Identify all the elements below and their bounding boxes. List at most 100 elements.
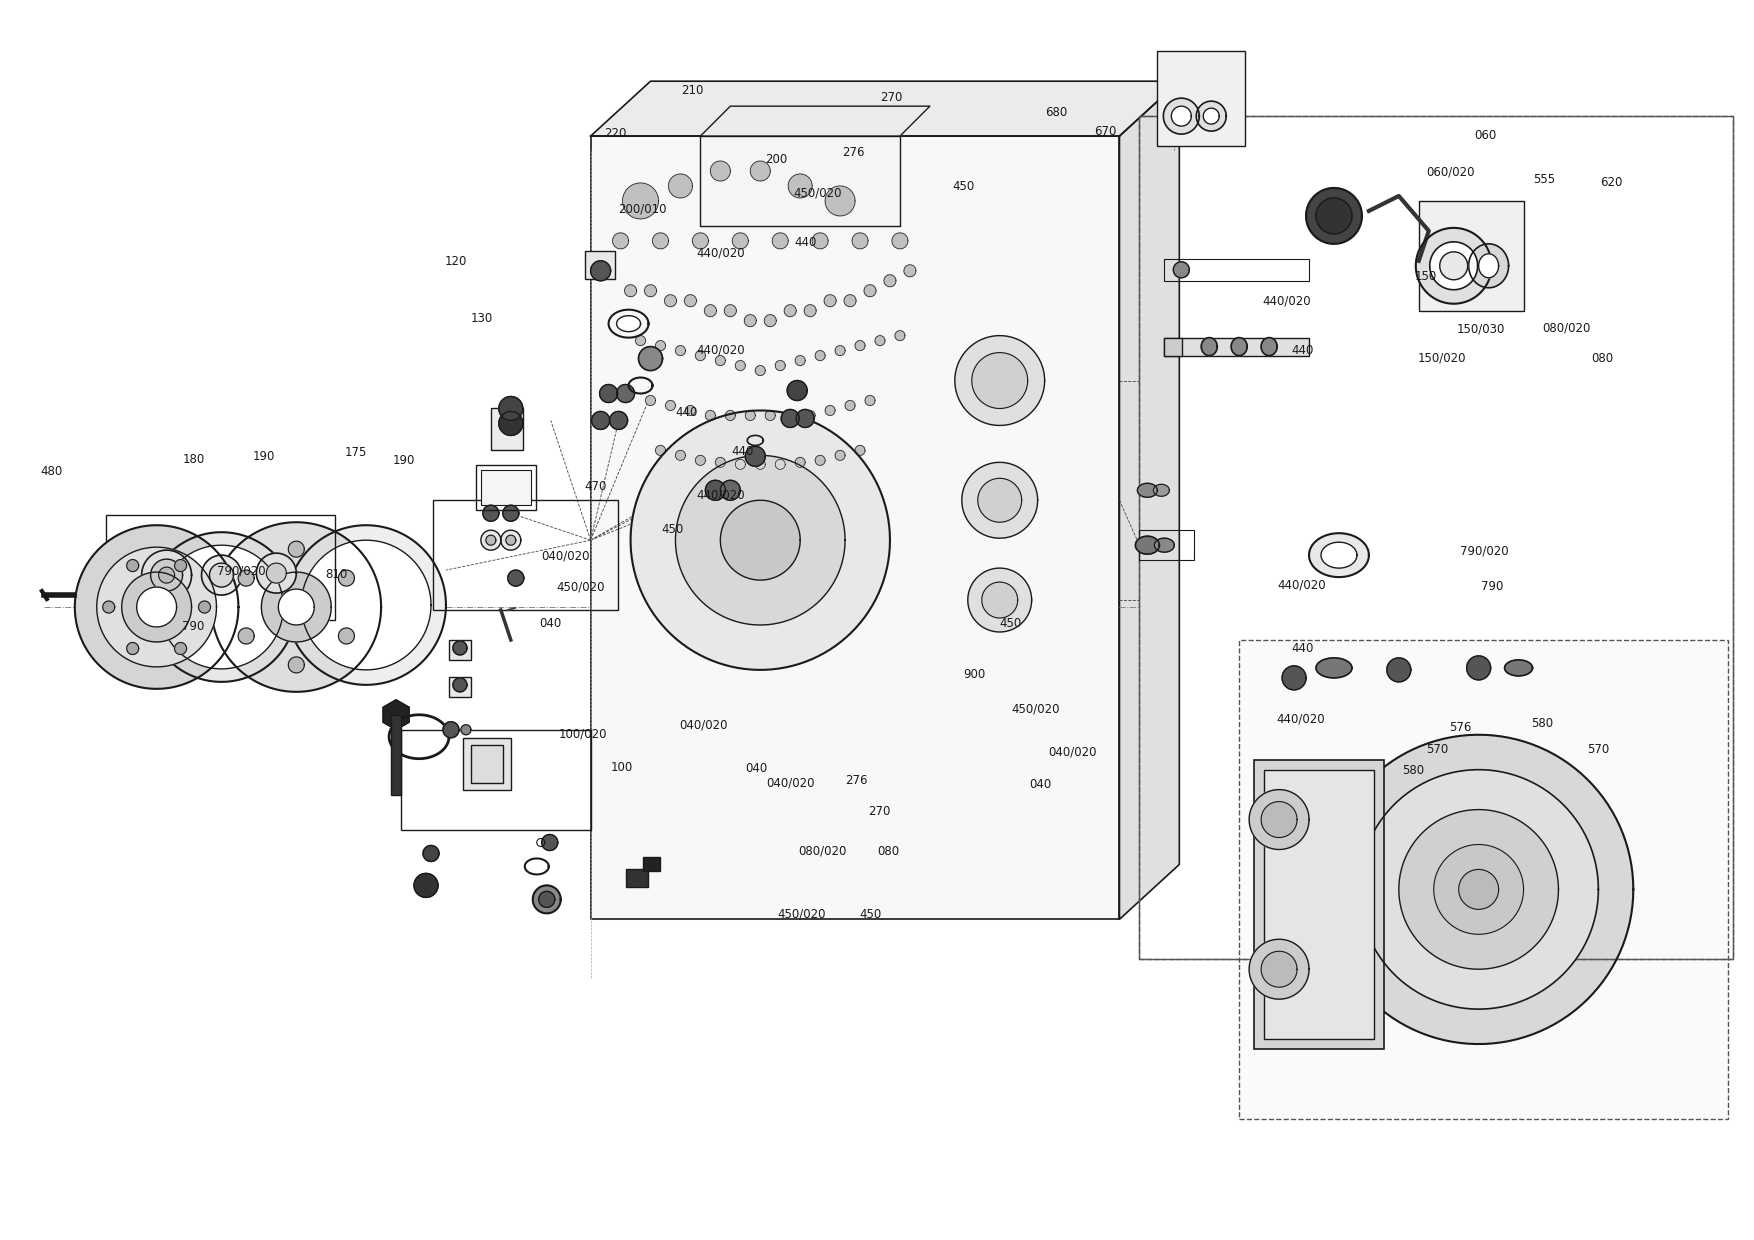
Text: 480: 480 [40,465,63,479]
Polygon shape [1137,484,1158,497]
Polygon shape [481,531,502,551]
Polygon shape [239,570,254,587]
Polygon shape [775,459,786,469]
Polygon shape [612,233,628,249]
Polygon shape [1173,262,1189,278]
Polygon shape [824,405,835,415]
Polygon shape [1316,658,1352,678]
Text: 440: 440 [1291,343,1314,357]
Polygon shape [1433,844,1524,934]
Polygon shape [816,455,824,465]
Bar [626,869,647,888]
Polygon shape [700,107,930,136]
Text: 450: 450 [859,908,882,921]
Polygon shape [710,161,730,181]
Polygon shape [286,526,446,684]
Polygon shape [644,285,656,296]
Bar [1419,201,1524,311]
Polygon shape [852,233,868,249]
Polygon shape [288,541,303,557]
Polygon shape [1466,656,1491,680]
Polygon shape [733,233,749,249]
Polygon shape [1249,790,1308,849]
Text: 080/020: 080/020 [798,844,847,858]
Polygon shape [482,505,498,521]
Polygon shape [744,315,756,326]
Polygon shape [591,412,610,429]
Polygon shape [735,459,745,469]
Polygon shape [126,642,139,655]
Text: 150/020: 150/020 [1417,351,1466,365]
Polygon shape [288,657,303,673]
Polygon shape [638,347,663,371]
Polygon shape [261,572,332,642]
Polygon shape [212,522,381,692]
Polygon shape [198,601,210,613]
Polygon shape [538,892,554,908]
Polygon shape [824,295,837,306]
Polygon shape [509,570,524,587]
Polygon shape [844,295,856,306]
Polygon shape [656,341,665,351]
Text: 120: 120 [446,254,467,268]
Polygon shape [1172,107,1191,126]
Text: 555: 555 [1533,174,1556,186]
Polygon shape [158,567,175,583]
Polygon shape [1387,658,1410,682]
Polygon shape [705,410,716,420]
Polygon shape [726,410,735,420]
Polygon shape [1316,198,1352,234]
Text: 810: 810 [326,568,347,580]
Polygon shape [765,410,775,420]
Polygon shape [961,463,1038,538]
Polygon shape [751,161,770,181]
Polygon shape [453,678,467,692]
Polygon shape [795,356,805,366]
Text: 080: 080 [877,844,900,858]
Polygon shape [423,846,438,862]
Polygon shape [617,316,640,331]
Bar [475,465,535,510]
Polygon shape [1468,244,1508,288]
Polygon shape [96,547,216,667]
Bar [584,250,614,279]
Polygon shape [765,315,777,326]
Text: 190: 190 [393,454,414,467]
Polygon shape [160,546,284,668]
Polygon shape [339,627,354,644]
Text: 450: 450 [661,523,684,536]
Polygon shape [982,582,1017,618]
Polygon shape [147,532,296,682]
Polygon shape [1201,337,1217,356]
Polygon shape [865,396,875,405]
Polygon shape [845,401,854,410]
Polygon shape [775,361,786,371]
Polygon shape [202,556,242,595]
Polygon shape [533,885,561,914]
Polygon shape [735,361,745,371]
Polygon shape [824,186,854,216]
Polygon shape [705,305,716,316]
Polygon shape [645,396,656,405]
Text: 670: 670 [1094,125,1116,138]
Polygon shape [895,331,905,341]
Text: 180: 180 [182,453,205,466]
Text: 790: 790 [1480,580,1503,593]
Polygon shape [968,568,1031,632]
Bar [1254,760,1384,1049]
Polygon shape [1119,81,1179,919]
Bar [1140,117,1733,960]
Polygon shape [1154,538,1175,552]
Polygon shape [665,295,677,306]
Text: 040/020: 040/020 [766,776,816,790]
Polygon shape [795,458,805,467]
Text: 440/020: 440/020 [696,489,745,501]
Polygon shape [1231,337,1247,356]
Polygon shape [635,336,645,346]
Polygon shape [693,233,709,249]
Polygon shape [675,346,686,356]
Bar [1158,51,1245,146]
Polygon shape [954,336,1045,425]
Polygon shape [498,412,523,435]
Polygon shape [865,285,875,296]
